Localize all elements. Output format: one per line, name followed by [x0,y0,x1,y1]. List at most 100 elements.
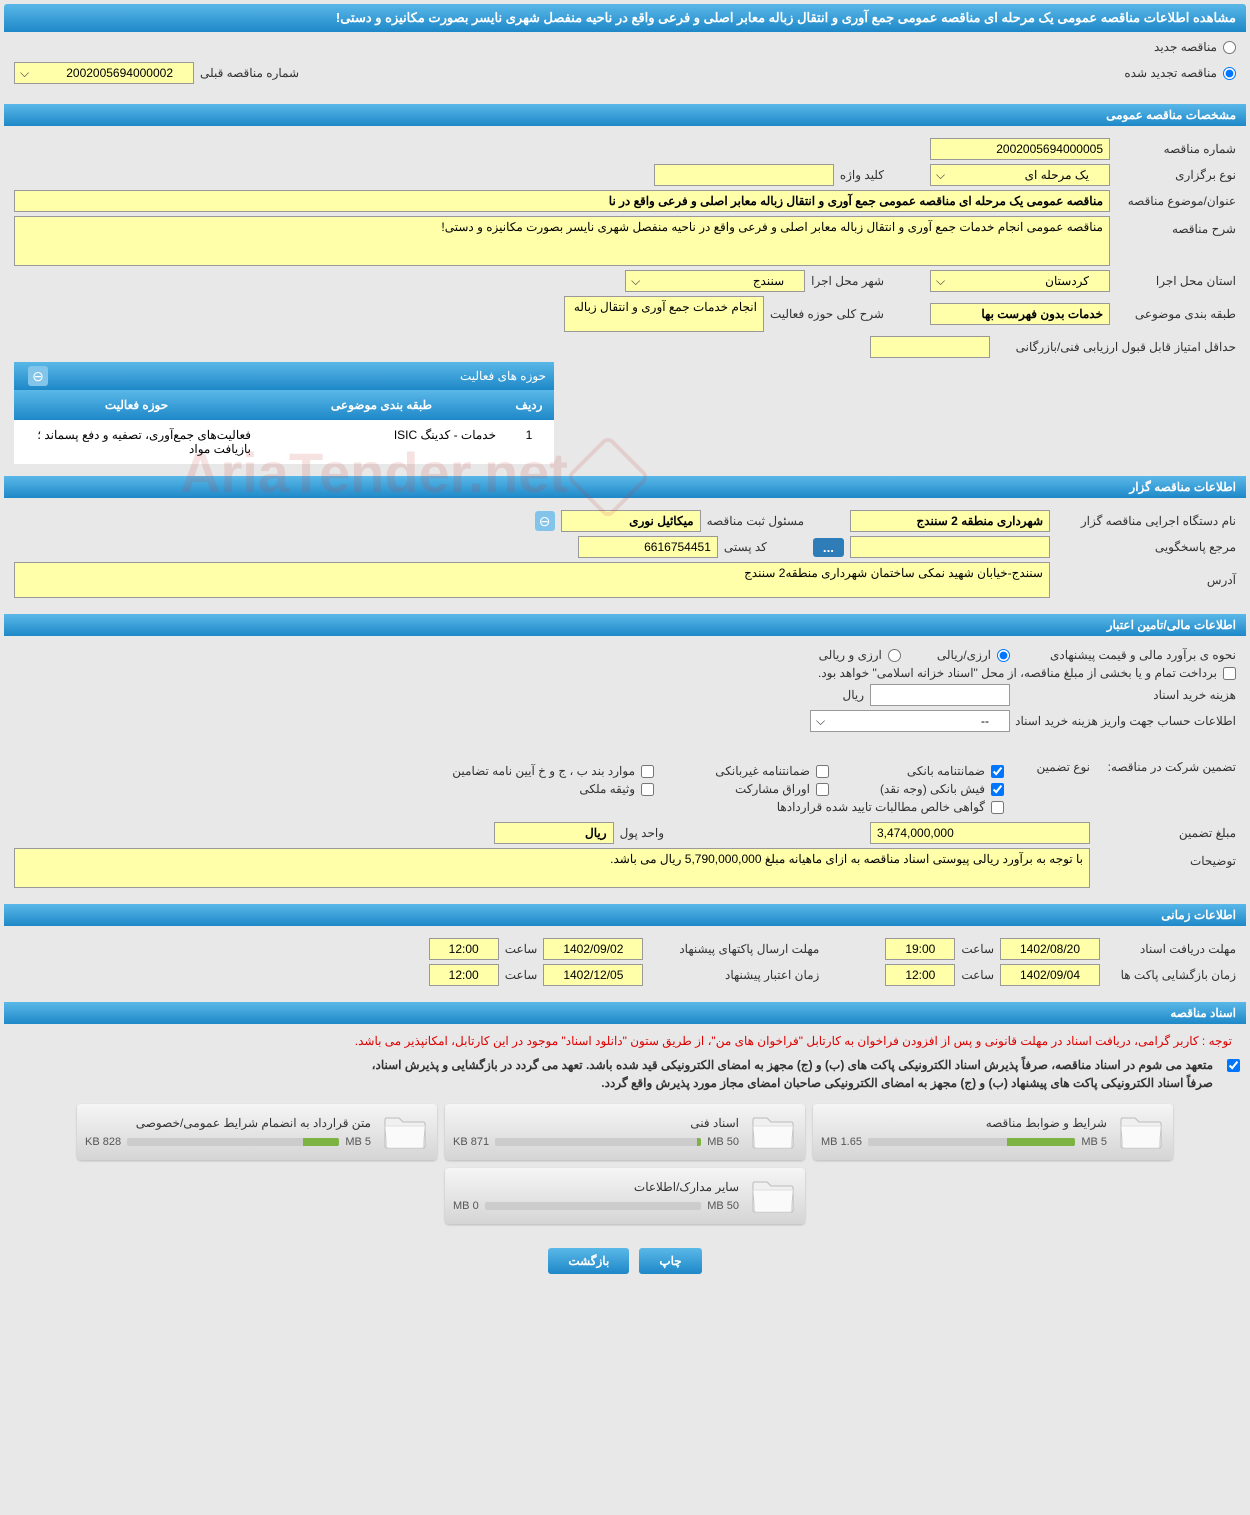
folder-icon [749,1176,797,1216]
folder-icon [1117,1112,1165,1152]
doc-max: 50 MB [707,1200,739,1212]
address-field[interactable]: سنندج-خیابان شهید نمکی ساختمان شهرداری م… [14,562,1050,598]
receive-deadline-label: مهلت دریافت اسناد [1106,942,1236,956]
submit-deadline-time[interactable]: 12:00 [429,938,499,960]
radio-new[interactable] [1223,41,1236,54]
activity-desc-label: شرح کلی حوزه فعالیت [770,307,884,321]
min-score-label: حداقل امتیاز قابل قبول ارزیابی فنی/بازرگ… [996,340,1236,354]
chk-nonbank-guarantee[interactable] [816,765,829,778]
chk-commitment[interactable] [1227,1059,1240,1072]
receive-deadline-time[interactable]: 19:00 [885,938,955,960]
account-info-label: اطلاعات حساب جهت واریز هزینه خرید اسناد [1016,714,1236,728]
back-button[interactable]: بازگشت [548,1248,629,1274]
contact-lookup-button[interactable]: ... [813,538,844,557]
guarantee-amount-field[interactable]: 3,474,000,000 [870,822,1090,844]
table-row: 1 خدمات - کدینگ ISIC فعالیت‌های جمع‌آوری… [14,420,554,464]
province-label: استان محل اجرا [1116,274,1236,288]
notes-field[interactable]: با توجه به برآورد ریالی پیوستی اسناد منا… [14,848,1090,888]
doc-max: 50 MB [707,1136,739,1148]
estimate-label: نحوه ی برآورد مالی و قیمت پیشنهادی [1016,648,1236,662]
classification-label: طبقه بندی موضوعی [1116,307,1236,321]
doc-size: 1.65 MB [821,1136,862,1148]
contact-label: مرجع پاسخگویی [1056,540,1236,554]
subject-label: عنوان/موضوع مناقصه [1116,194,1236,208]
doc-title: سایر مدارک/اطلاعات [453,1180,739,1194]
doc-max: 5 MB [1081,1136,1107,1148]
chk-cash[interactable] [991,783,1004,796]
doc-title: شرایط و ضوابط مناقصه [821,1116,1107,1130]
org-field: شهرداری منطقه 2 سنندج [850,510,1050,532]
org-label: نام دستگاه اجرایی مناقصه گزار [1056,514,1236,528]
postal-field[interactable]: 6616754451 [578,536,718,558]
chk-securities-label: اوراق مشارکت [660,782,810,796]
doc-card[interactable]: سایر مدارک/اطلاعات 50 MB 0 MB [445,1168,805,1224]
print-button[interactable]: چاپ [639,1248,701,1274]
opening-time[interactable]: 12:00 [885,964,955,986]
progress-bar [495,1138,701,1146]
city-select[interactable]: سنندج [625,270,805,292]
chk-securities[interactable] [816,783,829,796]
validity-date[interactable]: 1402/12/05 [543,964,643,986]
submit-deadline-date[interactable]: 1402/09/02 [543,938,643,960]
doc-title: متن قرارداد به انضمام شرایط عمومی/خصوصی [85,1116,371,1130]
doc-max: 5 MB [345,1136,371,1148]
validity-time-label: ساعت [505,968,538,982]
receive-deadline-date[interactable]: 1402/08/20 [1000,938,1100,960]
doc-card[interactable]: اسناد فنی 50 MB 871 KB [445,1104,805,1160]
doc-card[interactable]: متن قرارداد به انضمام شرایط عمومی/خصوصی … [77,1104,437,1160]
keyword-field[interactable] [654,164,834,186]
notes-label: توضیحات [1096,848,1236,868]
chk-regulation-label: موارد بند ب ، ج و خ آیین نامه تضامین [452,764,635,778]
collapse-icon[interactable]: ⊖ [28,366,48,386]
activity-desc-field[interactable]: انجام خدمات جمع آوری و انتقال زباله [564,296,764,332]
province-select[interactable]: کردستان [930,270,1110,292]
validity-time[interactable]: 12:00 [429,964,499,986]
prev-tender-label: شماره مناقصه قبلی [200,66,299,80]
keyword-label: کلید واژه [840,168,884,182]
chk-regulation[interactable] [641,765,654,778]
postal-label: کد پستی [724,540,767,554]
account-info-select[interactable]: -- [810,710,1010,732]
folder-icon [381,1112,429,1152]
chk-cash-label: فیش بانکی (وجه نقد) [835,782,985,796]
submit-time-label: ساعت [505,942,538,956]
page-title: مشاهده اطلاعات مناقصه عمومی یک مرحله ای … [4,4,1246,32]
type-select[interactable]: یک مرحله ای [930,164,1110,186]
opening-label: زمان بازگشایی پاکت ها [1106,968,1236,982]
section-general: مشخصات مناقصه عمومی [4,104,1246,126]
chk-property-label: وثیقه ملکی [579,782,635,796]
chk-verified-claims[interactable] [991,801,1004,814]
commitment-text-2: صرفاً اسناد الکترونیکی پاکت های پیشنهاد … [364,1074,1221,1092]
folder-icon [749,1112,797,1152]
progress-bar [485,1202,702,1210]
tender-number-field: 2002005694000005 [930,138,1110,160]
chk-treasury[interactable] [1223,667,1236,680]
type-label: نوع برگزاری [1116,168,1236,182]
opening-date[interactable]: 1402/09/04 [1000,964,1100,986]
commitment-text-1: متعهد می شوم در اسناد مناقصه، صرفاً پذیر… [364,1056,1221,1074]
radio-rial[interactable] [997,649,1010,662]
chk-property[interactable] [641,783,654,796]
radio-currency[interactable] [888,649,901,662]
guarantee-amount-label: مبلغ تضمین [1096,826,1236,840]
purchase-cost-field[interactable] [870,684,1010,706]
radio-renewed[interactable] [1223,67,1236,80]
subject-field[interactable]: مناقصه عمومی یک مرحله ای مناقصه عمومی جم… [14,190,1110,212]
section-tenderer: اطلاعات مناقصه گزار [4,476,1246,498]
progress-bar [127,1138,339,1146]
currency-unit-label: واحد پول [620,826,664,840]
chk-bank-guarantee[interactable] [991,765,1004,778]
min-score-field[interactable] [870,336,990,358]
address-label: آدرس [1056,573,1236,587]
reg-official-label: مسئول ثبت مناقصه [707,514,804,528]
description-field[interactable]: مناقصه عمومی انجام خدمات جمع آوری و انتق… [14,216,1110,266]
radio-new-label: مناقصه جدید [1154,40,1217,54]
collapse-icon-2[interactable]: ⊖ [535,511,555,531]
doc-card[interactable]: شرایط و ضوابط مناقصه 5 MB 1.65 MB [813,1104,1173,1160]
reg-official-field: میکائیل نوری [561,510,701,532]
activities-header: حوزه های فعالیت ⊖ [14,362,554,390]
contact-field[interactable] [850,536,1050,558]
section-documents: اسناد مناقصه [4,1002,1246,1024]
prev-tender-select[interactable]: 2002005694000002 [14,62,194,84]
purchase-cost-label: هزینه خرید اسناد [1016,688,1236,702]
